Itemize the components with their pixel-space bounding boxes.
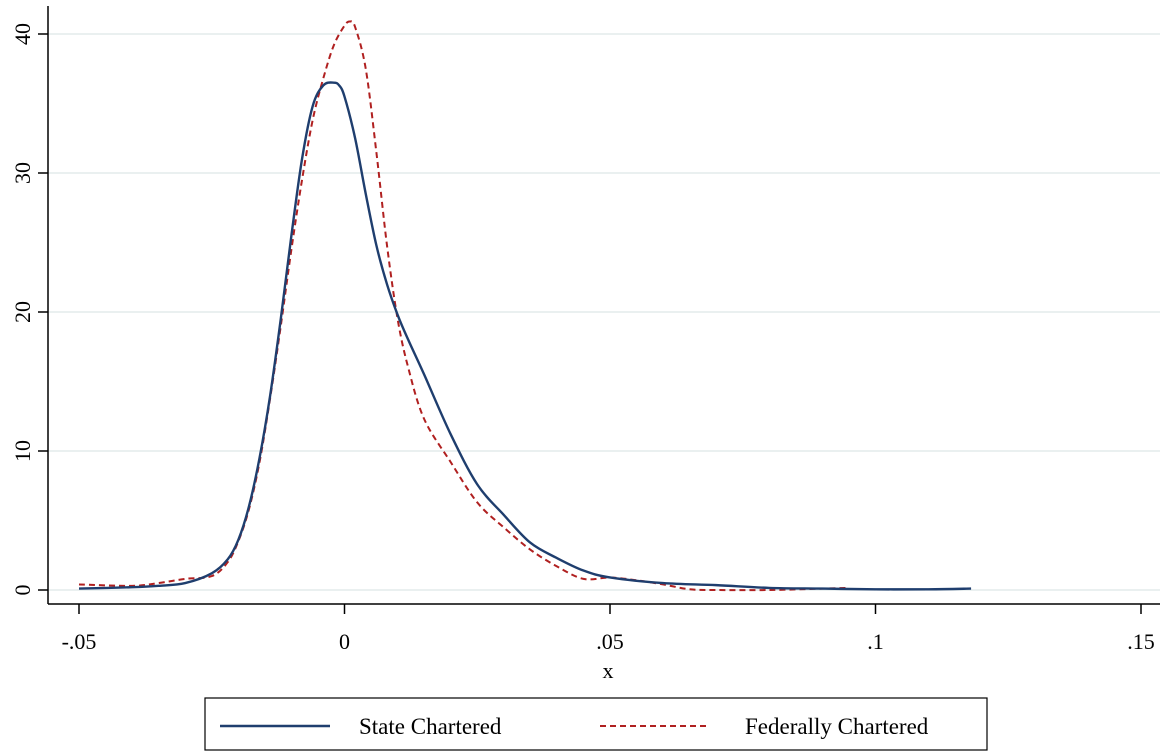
y-tick-label: 20 bbox=[10, 301, 35, 323]
axes bbox=[38, 6, 1160, 614]
y-tick-label: 10 bbox=[10, 440, 35, 462]
legend-label-state-chartered: State Chartered bbox=[359, 714, 502, 739]
x-tick-label: -.05 bbox=[62, 629, 97, 654]
legend-label-federally-chartered: Federally Chartered bbox=[745, 714, 929, 739]
legend-box bbox=[204, 697, 988, 751]
y-tick-labels: 0 10 20 30 40 bbox=[10, 23, 35, 596]
x-tick-label: .15 bbox=[1127, 629, 1155, 654]
x-tick-label: .05 bbox=[596, 629, 624, 654]
legend: State Chartered Federally Chartered bbox=[204, 697, 988, 751]
y-tick-label: 30 bbox=[10, 162, 35, 184]
x-tick-label: .1 bbox=[867, 629, 884, 654]
gridlines bbox=[48, 33, 1160, 591]
y-tick-label: 0 bbox=[10, 585, 35, 596]
x-tick-label: 0 bbox=[339, 629, 350, 654]
x-axis-title: x bbox=[603, 658, 614, 683]
series-line-state-chartered bbox=[78, 81, 972, 591]
series-line-federally-chartered bbox=[78, 20, 849, 592]
series-lines bbox=[78, 20, 972, 592]
x-tick-labels: -.05 0 .05 .1 .15 bbox=[62, 629, 1155, 654]
y-tick-label: 40 bbox=[10, 23, 35, 45]
